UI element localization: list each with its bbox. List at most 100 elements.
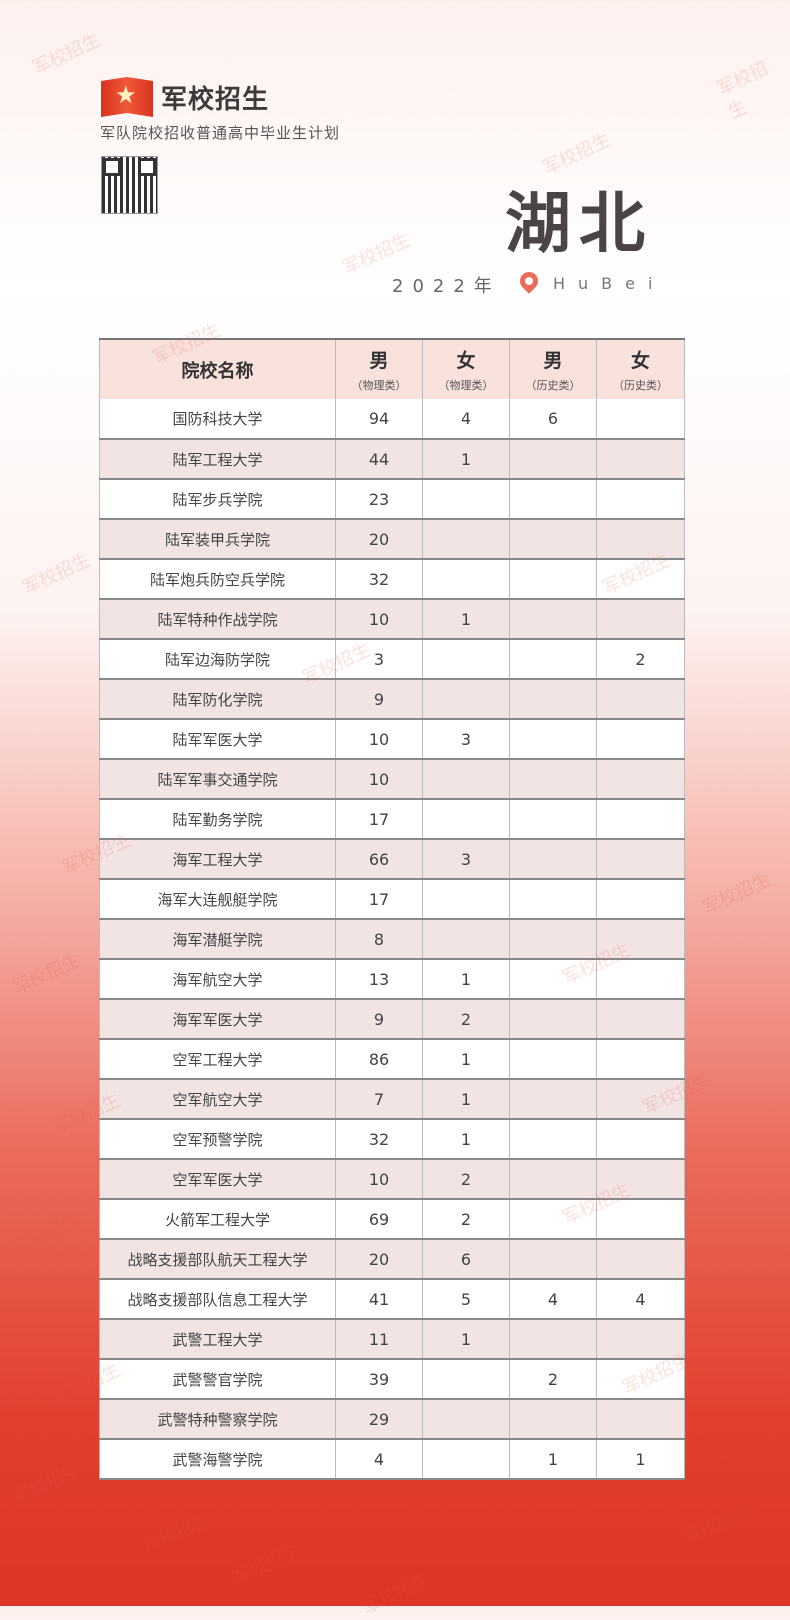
quota-cell: 10 xyxy=(335,1159,423,1199)
quota-cell xyxy=(509,879,597,919)
watermark: 军校招生 xyxy=(699,869,774,920)
quota-cell xyxy=(596,479,685,519)
quota-cell xyxy=(509,1399,597,1439)
header-column: 女 （物理类） xyxy=(422,339,510,399)
quota-cell: 2 xyxy=(422,1199,510,1239)
table-row: 海军工程大学 66 3 xyxy=(99,839,685,879)
watermark: 军校招生 xyxy=(9,1459,84,1510)
quota-cell xyxy=(596,879,685,919)
quota-cell: 1 xyxy=(509,1439,597,1479)
table-row: 空军预警学院 32 1 xyxy=(99,1119,685,1159)
quota-cell: 3 xyxy=(335,639,423,679)
quota-cell: 86 xyxy=(335,1039,423,1079)
table-row: 海军潜艇学院 8 xyxy=(99,919,685,959)
quota-cell xyxy=(509,559,597,599)
header-column: 男 （历史类） xyxy=(509,339,597,399)
quota-cell xyxy=(596,959,685,999)
quota-cell: 17 xyxy=(335,879,423,919)
table-row: 战略支援部队信息工程大学 41 5 4 4 xyxy=(99,1279,685,1319)
header-sub-label: （历史类） xyxy=(613,379,668,392)
school-name-cell: 武警海警学院 xyxy=(99,1439,336,1479)
table-row: 战略支援部队航天工程大学 20 6 xyxy=(99,1239,685,1279)
quota-cell xyxy=(422,759,510,799)
quota-cell xyxy=(596,1399,685,1439)
table-row: 海军军医大学 9 2 xyxy=(99,999,685,1039)
quota-cell xyxy=(422,679,510,719)
table-row: 陆军军事交通学院 10 xyxy=(99,759,685,799)
quota-cell xyxy=(596,519,685,559)
table-row: 武警海警学院 4 1 1 xyxy=(99,1439,685,1479)
quota-cell xyxy=(596,559,685,599)
header-label: 女 xyxy=(630,350,650,372)
quota-cell: 32 xyxy=(335,559,423,599)
quota-cell xyxy=(422,519,510,559)
quota-cell: 69 xyxy=(335,1199,423,1239)
quota-cell xyxy=(509,599,597,639)
school-name-cell: 海军军医大学 xyxy=(99,999,336,1039)
quota-cell xyxy=(509,1199,597,1239)
quota-cell xyxy=(509,1039,597,1079)
school-name-cell: 陆军勤务学院 xyxy=(99,799,336,839)
quota-cell xyxy=(509,1079,597,1119)
quota-cell xyxy=(422,1399,510,1439)
quota-cell: 1 xyxy=(422,1079,510,1119)
table-row: 火箭军工程大学 69 2 xyxy=(99,1199,685,1239)
header-sub-label: （历史类） xyxy=(525,379,581,392)
quota-cell: 1 xyxy=(422,1319,510,1359)
table-row: 空军军医大学 10 2 xyxy=(99,1159,685,1199)
quota-cell xyxy=(509,1159,597,1199)
school-name-cell: 火箭军工程大学 xyxy=(99,1199,336,1239)
quota-cell xyxy=(422,479,510,519)
table-row: 空军航空大学 7 1 xyxy=(99,1079,685,1119)
table-row: 空军工程大学 86 1 xyxy=(99,1039,685,1079)
school-name-cell: 海军航空大学 xyxy=(99,959,336,999)
table-row: 海军大连舰艇学院 17 xyxy=(99,879,685,919)
quota-cell xyxy=(596,1039,685,1079)
table-row: 陆军军医大学 10 3 xyxy=(99,719,685,759)
quota-cell xyxy=(509,799,597,839)
watermark: 军校招生 xyxy=(229,1539,304,1590)
quota-cell: 4 xyxy=(422,399,510,439)
school-name-cell: 空军工程大学 xyxy=(99,1039,336,1079)
table-row: 陆军特种作战学院 10 1 xyxy=(99,599,685,639)
quota-cell xyxy=(509,839,597,879)
school-name-cell: 陆军防化学院 xyxy=(99,679,336,719)
quota-cell xyxy=(509,679,597,719)
quota-cell: 10 xyxy=(335,719,423,759)
province-pinyin: HuBei xyxy=(553,274,666,293)
quota-cell: 32 xyxy=(335,1119,423,1159)
quota-cell: 94 xyxy=(335,399,423,439)
quota-cell: 6 xyxy=(509,399,597,439)
quota-cell xyxy=(509,1239,597,1279)
table-row: 陆军防化学院 9 xyxy=(99,679,685,719)
location-pin-icon xyxy=(516,268,542,294)
quota-cell xyxy=(596,439,685,479)
watermark: 军校招生 xyxy=(679,1499,754,1550)
quota-cell xyxy=(509,759,597,799)
watermark: 军校招生 xyxy=(29,29,104,80)
table-row: 海军航空大学 13 1 xyxy=(99,959,685,999)
header-school-name: 院校名称 xyxy=(99,339,336,399)
quota-cell xyxy=(596,759,685,799)
school-name-cell: 陆军特种作战学院 xyxy=(99,599,336,639)
school-name-cell: 武警工程大学 xyxy=(99,1319,336,1359)
header-sub-label: （物理类） xyxy=(351,379,407,392)
quota-cell xyxy=(596,1359,685,1399)
school-name-cell: 空军预警学院 xyxy=(99,1119,336,1159)
quota-cell xyxy=(596,1239,685,1279)
quota-cell xyxy=(422,559,510,599)
header-label: 男 xyxy=(369,350,389,372)
quota-cell xyxy=(596,839,685,879)
quota-cell: 20 xyxy=(335,1239,423,1279)
quota-cell xyxy=(596,719,685,759)
quota-cell: 2 xyxy=(596,639,685,679)
school-name-cell: 战略支援部队信息工程大学 xyxy=(99,1279,336,1319)
table-row: 陆军炮兵防空兵学院 32 xyxy=(99,559,685,599)
quota-cell: 41 xyxy=(335,1279,423,1319)
quota-cell: 39 xyxy=(335,1359,423,1399)
header-label: 女 xyxy=(456,350,476,372)
quota-cell: 2 xyxy=(422,999,510,1039)
quota-cell xyxy=(596,399,685,439)
quota-cell: 2 xyxy=(422,1159,510,1199)
header-sub-label: （物理类） xyxy=(438,379,494,392)
